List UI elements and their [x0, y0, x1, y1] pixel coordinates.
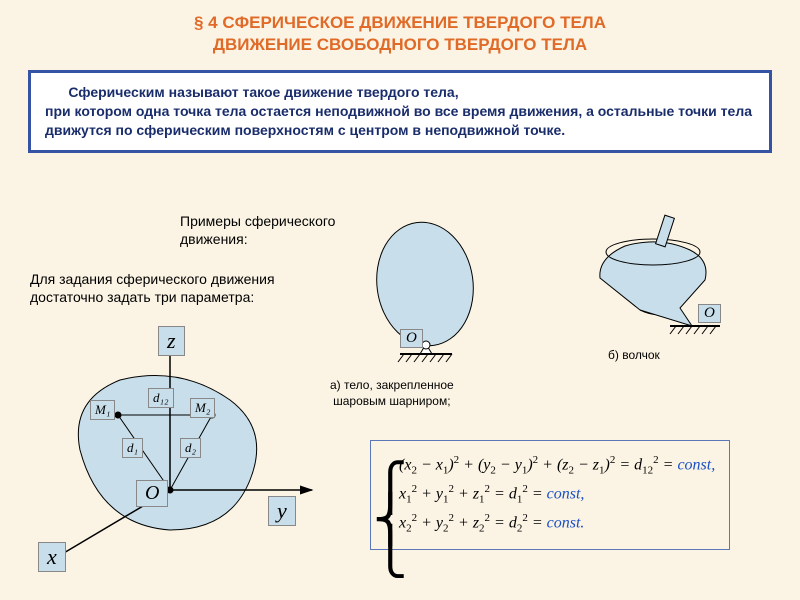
definition-rest: при котором одна точка тела остается неп… [45, 103, 752, 138]
caption-b: б) волчок [608, 348, 660, 362]
figure-b-svg [560, 208, 750, 358]
figure-b-top: O [560, 208, 750, 358]
caption-a: а) тело, закрепленное шаровым шарниром; [330, 378, 454, 409]
definition-box: Сферическим называют такое движение твер… [28, 70, 772, 153]
label-d2: d₂ [180, 438, 201, 458]
label-M2: M₂ [190, 398, 215, 418]
axis-x: x [38, 542, 66, 572]
eq-line2: x12 + y12 + z12 = d12 = const, [399, 480, 715, 509]
title-line1: § 4 СФЕРИЧЕСКОЕ ДВИЖЕНИЕ ТВЕРДОГО ТЕЛА [194, 13, 606, 32]
page-title: § 4 СФЕРИЧЕСКОЕ ДВИЖЕНИЕ ТВЕРДОГО ТЕЛА Д… [0, 0, 800, 64]
param-label: Для задания сферического движениядостато… [30, 270, 275, 306]
label-O: O [136, 480, 168, 507]
axis-y: y [268, 496, 296, 526]
definition-lead: Сферическим называют такое движение твер… [68, 84, 458, 100]
figure-a-hinge-body: O [350, 214, 520, 384]
label-d1: d₁ [122, 438, 143, 458]
figure-a-O-label: O [400, 329, 423, 348]
equations-box: ⎧ ⎨ ⎩ (x2 − x1)2 + (y2 − y1)2 + (z2 − z1… [370, 440, 730, 550]
figure-a-svg [350, 214, 520, 384]
figure-c-coords: z y x M₁ M₂ d₁₂ d₁ d₂ O [30, 320, 340, 580]
figure-b-O-label: O [698, 304, 721, 323]
label-M1: M₁ [90, 400, 115, 420]
eq-line1: (x2 − x1)2 + (y2 − y1)2 + (z2 − z1)2 = d… [399, 451, 715, 480]
examples-label: Примеры сферическогодвижения: [180, 212, 335, 248]
eq-line3: x22 + y22 + z22 = d22 = const. [399, 509, 715, 538]
label-d12: d₁₂ [148, 388, 174, 408]
title-line2: ДВИЖЕНИЕ СВОБОДНОГО ТВЕРДОГО ТЕЛА [213, 35, 587, 54]
axis-z: z [158, 326, 185, 356]
